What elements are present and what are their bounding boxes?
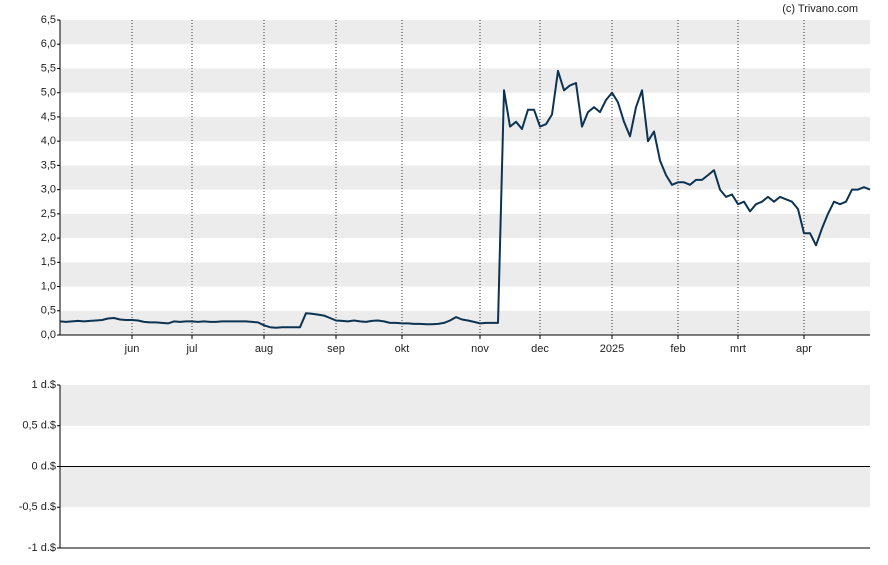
x-tick-label: sep [327, 343, 345, 355]
y-tick-label: 1,0 [41, 280, 56, 292]
y-tick-label: 1,5 [41, 256, 56, 268]
x-tick-label: dec [531, 343, 549, 355]
grid-band [60, 20, 870, 45]
y-tick-label: 4,5 [41, 111, 56, 123]
price-line [59, 69, 871, 329]
grid-band [60, 466, 870, 508]
grid-band [60, 68, 870, 93]
grid-band [60, 165, 870, 190]
x-tick-label: aug [255, 343, 273, 355]
y-tick-label: 0 d.$ [32, 460, 56, 472]
x-tick-label: 2025 [600, 343, 624, 355]
y-tick-label: 0,5 d.$ [22, 420, 56, 432]
y-tick-label: 3,0 [41, 184, 56, 196]
x-tick-label: okt [395, 343, 410, 355]
x-tick-label: jun [124, 343, 140, 355]
y-tick-label: 0,0 [41, 329, 56, 341]
y-tick-label: 2,5 [41, 208, 56, 220]
x-tick-label: jul [185, 343, 197, 355]
y-tick-label: -1 d.$ [28, 542, 56, 554]
y-tick-label: 3,5 [41, 159, 56, 171]
y-tick-label: -0,5 d.$ [19, 501, 56, 513]
grid-band [60, 116, 870, 142]
grid-band [60, 385, 870, 426]
y-tick-label: 1 d.$ [32, 379, 56, 391]
grid-band [60, 262, 870, 287]
y-tick-label: 5,5 [41, 62, 56, 74]
x-tick-label: feb [670, 343, 685, 355]
grid-band [60, 213, 870, 239]
credit: (c) Trivano.com [782, 3, 858, 15]
y-tick-label: 6,5 [41, 14, 56, 26]
y-tick-label: 4,0 [41, 135, 56, 147]
y-tick-label: 0,5 [41, 305, 56, 317]
y-tick-label: 5,0 [41, 87, 56, 99]
x-tick-label: mrt [730, 343, 746, 355]
grid-band [60, 310, 870, 335]
y-tick-label: 6,0 [41, 38, 56, 50]
y-tick-label: 2,0 [41, 232, 56, 244]
x-tick-label: nov [471, 343, 489, 355]
x-tick-label: apr [796, 343, 812, 355]
